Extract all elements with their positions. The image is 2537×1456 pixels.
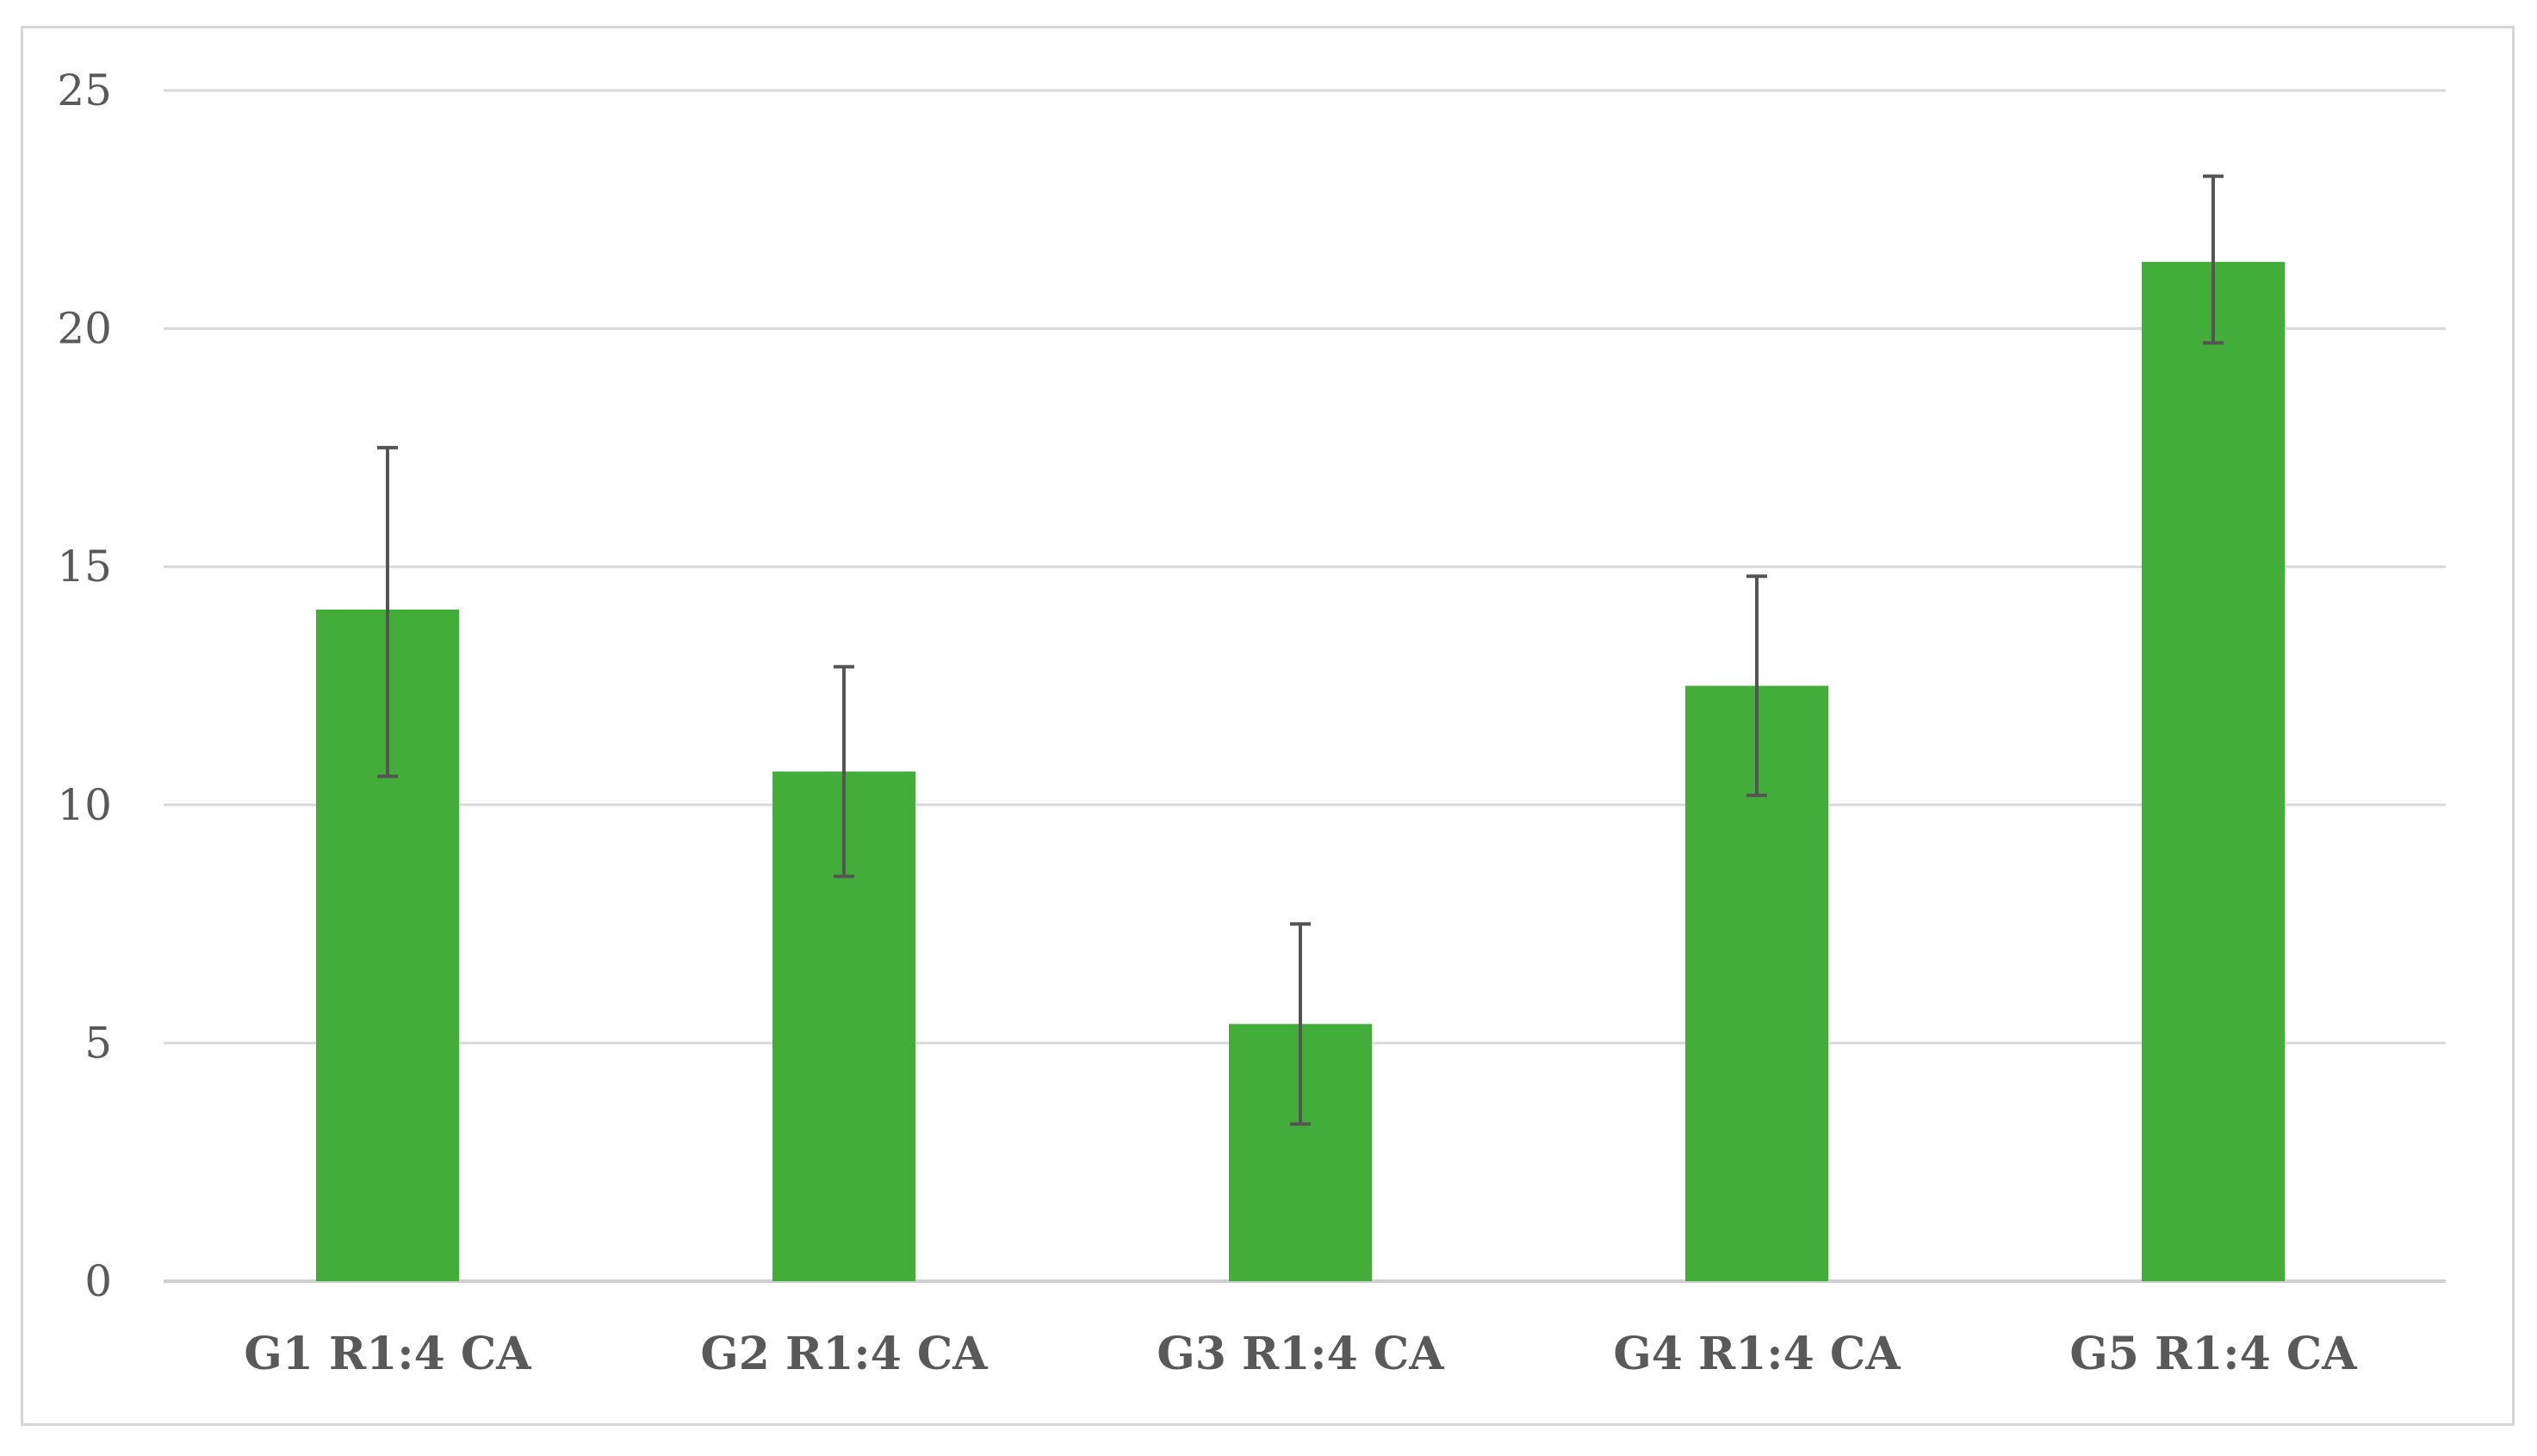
bar bbox=[2142, 262, 2285, 1282]
x-category-label: G3 R1:4 CA bbox=[1157, 1328, 1444, 1380]
x-axis-categories: G1 R1:4 CA G2 R1:4 CA G3 R1:4 CA G4 R1:4 CA… bbox=[244, 1328, 2357, 1380]
error-bar bbox=[1290, 922, 1311, 1126]
y-tick-label: 25 bbox=[57, 65, 112, 115]
y-tick-label: 15 bbox=[57, 542, 112, 592]
error-bars bbox=[377, 174, 2224, 1126]
error-bar bbox=[2203, 174, 2224, 345]
y-tick-label: 0 bbox=[84, 1256, 112, 1306]
gridlines bbox=[164, 89, 2446, 1283]
y-tick-label: 10 bbox=[57, 780, 112, 830]
error-bar bbox=[1746, 574, 1767, 797]
y-tick-label: 5 bbox=[84, 1018, 112, 1068]
bars bbox=[316, 262, 2285, 1282]
x-category-label: G2 R1:4 CA bbox=[700, 1328, 988, 1380]
x-category-label: G5 R1:4 CA bbox=[2069, 1328, 2357, 1380]
error-bar bbox=[377, 445, 398, 778]
error-bar bbox=[834, 665, 854, 878]
x-category-label: G1 R1:4 CA bbox=[244, 1328, 531, 1380]
y-axis-ticks: 0 5 10 15 20 25 bbox=[57, 65, 112, 1306]
x-category-label: G4 R1:4 CA bbox=[1613, 1328, 1901, 1380]
y-tick-label: 20 bbox=[57, 304, 112, 354]
